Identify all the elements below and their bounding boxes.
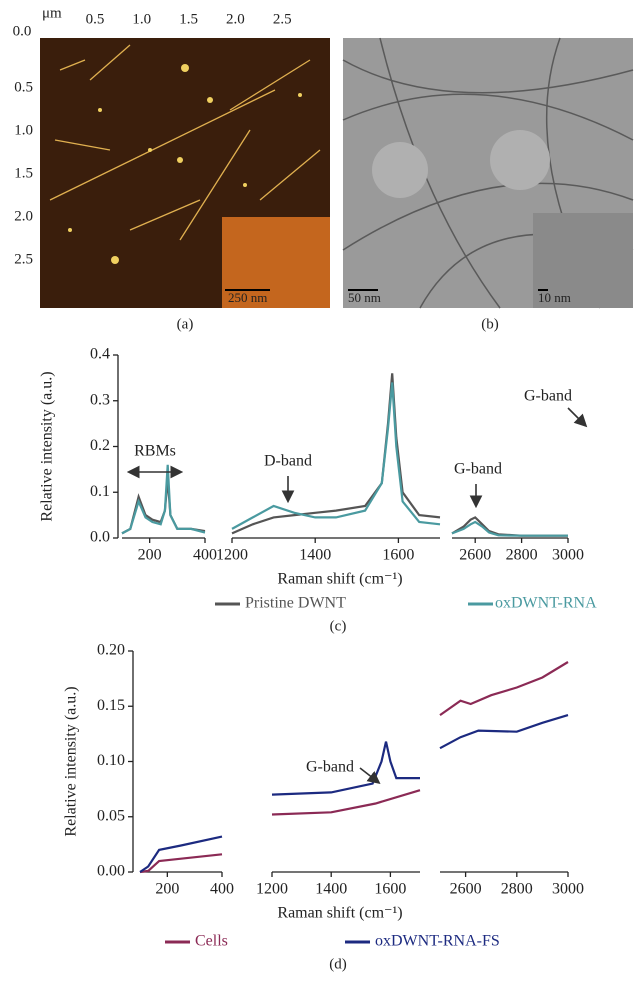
top-ticks: 0.5 1.0 1.5 2.0 2.5 — [86, 11, 292, 27]
x-tick-label: 1400 — [315, 881, 347, 898]
annotation: G-band — [454, 461, 502, 478]
y-tick-label: 0.10 — [97, 752, 125, 769]
x-tick-label: 3000 — [552, 547, 584, 564]
left-tick-label: 1.5 — [14, 165, 33, 181]
top-tick-label: 2.5 — [273, 11, 292, 27]
annotation: D-band — [264, 453, 312, 470]
x-tick-label: 3000 — [552, 881, 584, 898]
y-axis-label: Relative intensity (a.u.) — [39, 371, 56, 521]
axis-unit: μm — [42, 5, 62, 21]
left-tick-label: 2.5 — [14, 251, 33, 267]
top-tick-label: 2.0 — [226, 11, 245, 27]
x-tick-label: 1200 — [216, 547, 248, 564]
spectrum-line — [140, 854, 222, 872]
spectrum-line — [452, 522, 568, 536]
left-tick-label: 0.5 — [14, 79, 33, 95]
y-tick-label: 0.00 — [97, 863, 125, 880]
tem-hole — [372, 142, 428, 198]
annotation-arrow — [568, 408, 585, 425]
y-tick-label: 0.15 — [97, 697, 125, 714]
x-tick-label: 2600 — [450, 881, 482, 898]
left-tick-label: 2.0 — [14, 208, 33, 224]
top-tick-label: 0.5 — [86, 11, 105, 27]
panel-label: (d) — [329, 956, 347, 972]
annotation: G-band — [306, 759, 354, 776]
tem-hole — [490, 130, 550, 190]
scale-bar-label: 50 nm — [348, 290, 381, 305]
spectrum-line — [452, 517, 568, 535]
x-tick-label: 1600 — [374, 881, 406, 898]
x-tick-label: 200 — [155, 881, 179, 898]
x-tick-label: 1400 — [299, 547, 331, 564]
y-tick-label: 0.1 — [90, 483, 110, 500]
figure: 250 nm μm 0.0 0.5 1.0 1.5 2.0 2.5 0.5 1.0 1.5 2… — [0, 0, 634, 978]
top-tick-label: 1.0 — [132, 11, 151, 27]
axis-origin: 0.0 — [13, 23, 32, 39]
legend-label: Cells — [195, 933, 228, 950]
spectrum-line — [440, 662, 568, 715]
x-tick-label: 2800 — [506, 547, 538, 564]
x-axis-label: Raman shift (cm⁻¹) — [277, 571, 402, 588]
scale-bar-label: 10 nm — [538, 290, 571, 305]
y-tick-label: 0.3 — [90, 391, 110, 408]
x-tick-label: 2800 — [501, 881, 533, 898]
panel-label: (b) — [481, 316, 499, 332]
x-tick-label: 1200 — [256, 881, 288, 898]
chart: 0.00 0.05 0.10 0.15 0.20 Relative intensity (… — [63, 642, 584, 973]
x-tick-label: 2600 — [459, 547, 491, 564]
y-tick-label: 0.4 — [90, 346, 110, 363]
top-tick-label: 1.5 — [179, 11, 198, 27]
scale-bar-label: 250 nm — [228, 290, 267, 305]
page: {"figure": { "panel_a": {"unit": "μm", "… — [0, 0, 634, 978]
x-tick-label: 400 — [193, 547, 217, 564]
panel-label: (c) — [330, 618, 347, 634]
left-ticks: 0.5 1.0 1.5 2.0 2.5 — [14, 79, 33, 267]
x-tick-label: 400 — [210, 881, 234, 898]
x-axis-label: Raman shift (cm⁻¹) — [277, 905, 402, 922]
y-tick-label: 0.0 — [90, 529, 110, 546]
legend-label: oxDWNT-RNA — [495, 595, 597, 612]
spectrum-line — [440, 715, 568, 748]
y-axis-label: Relative intensity (a.u.) — [63, 686, 80, 836]
y-tick-label: 0.2 — [90, 437, 110, 454]
legend-label: Pristine DWNT — [245, 595, 346, 612]
spectrum-line — [122, 479, 205, 534]
y-tick-label: 0.05 — [97, 807, 125, 824]
chart: 0.0 0.1 0.2 0.3 0.4 Relative intensity (a.u.)… — [39, 346, 597, 635]
annotation: RBMs — [134, 443, 176, 460]
x-tick-label: 200 — [138, 547, 162, 564]
left-tick-label: 1.0 — [14, 122, 33, 138]
spectrum-line — [122, 465, 205, 534]
legend-label: oxDWNT-RNA-FS — [375, 933, 500, 950]
panel-label: (a) — [177, 316, 194, 332]
y-tick-label: 0.20 — [97, 642, 125, 659]
x-tick-label: 1600 — [382, 547, 414, 564]
annotation: G-band — [524, 388, 572, 405]
